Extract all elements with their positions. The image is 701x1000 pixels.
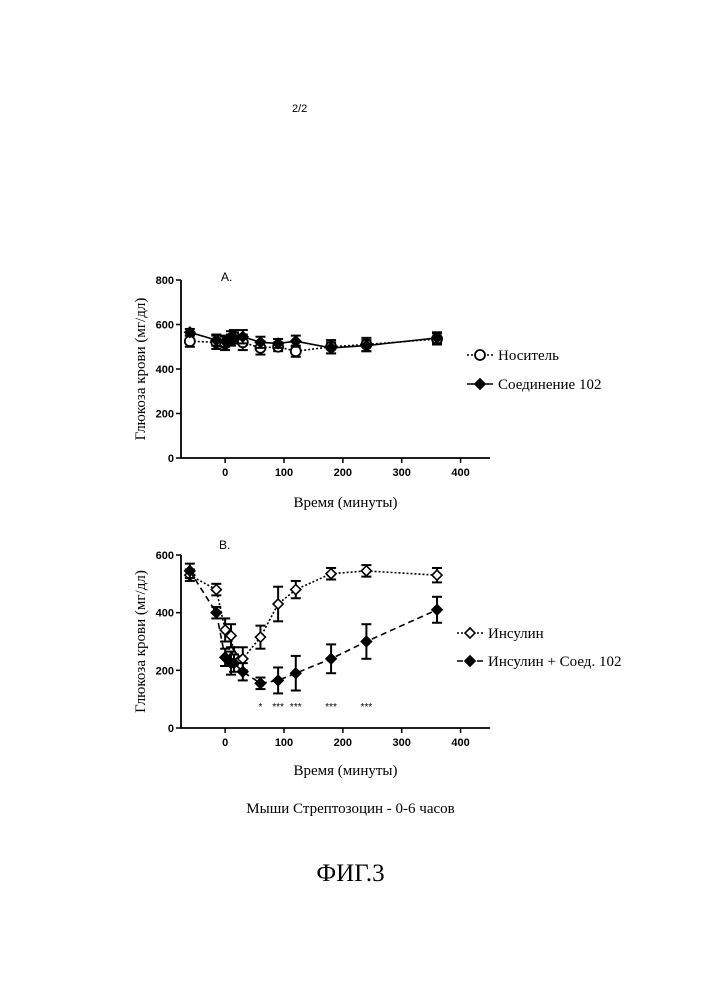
y-tick-label: 600 — [156, 320, 174, 332]
data-point — [360, 635, 373, 648]
data-point — [224, 629, 238, 642]
data-point — [227, 656, 241, 670]
panel-a-chart: 0 200 400 600 800 0 100 200 300 400 A. Глюкоза кров… — [133, 270, 601, 511]
data-point — [289, 334, 302, 348]
x-tick-label: 200 — [334, 737, 352, 749]
legend-marker — [463, 626, 477, 640]
legend-marker — [474, 349, 486, 361]
y-axis-label: Глюкоза крови (мг/дл) — [133, 570, 149, 713]
y-tick-label: 600 — [156, 550, 174, 562]
figure-label: ФИГ.3 — [316, 860, 385, 887]
y-tick-label: 0 — [168, 723, 174, 735]
data-point — [236, 330, 250, 343]
x-axis-label: Время (минуты) — [294, 495, 398, 511]
legend-label: Носитель — [498, 348, 559, 364]
legend-marker — [473, 377, 487, 391]
series-2 — [183, 326, 444, 355]
panel-b-chart: 0 200 400 600 0 100 200 300 400 B. Глюкоза крови (… — [133, 538, 621, 779]
y-tick-label: 200 — [156, 409, 174, 421]
data-point — [289, 667, 302, 680]
legend-label: Инсулин — [488, 626, 544, 642]
data-point — [289, 583, 302, 596]
x-tick-label: 400 — [451, 467, 469, 479]
x-tick-label: 100 — [275, 467, 293, 479]
x-tick-label: 200 — [334, 467, 352, 479]
panel-label: B. — [219, 538, 230, 552]
y-tick-label: 400 — [156, 364, 174, 376]
data-point — [324, 341, 338, 355]
data-point — [271, 337, 285, 350]
y-tick-label: 400 — [156, 608, 174, 620]
legend-label: Соединение 102 — [498, 377, 601, 393]
data-point — [360, 564, 373, 577]
x-tick-label: 300 — [393, 737, 411, 749]
significance-marker: * — [259, 702, 263, 713]
page-number: 2/2 — [292, 103, 308, 115]
data-point — [430, 331, 444, 345]
data-point — [324, 652, 338, 666]
x-tick-label: 0 — [222, 467, 228, 479]
figure-caption: Мыши Стрептозоцин - 0-6 часов — [246, 801, 455, 817]
series-2 — [183, 562, 444, 695]
significance-marker: *** — [290, 702, 302, 713]
series-line — [189, 570, 438, 660]
data-point — [271, 674, 285, 687]
data-point — [183, 564, 197, 578]
significance-marker: *** — [325, 702, 337, 713]
data-point — [324, 567, 338, 580]
data-point — [254, 336, 267, 349]
data-point — [254, 677, 267, 690]
data-point — [430, 569, 444, 582]
x-tick-label: 100 — [275, 737, 293, 749]
x-axis-label: Время (минуты) — [294, 763, 398, 779]
data-point — [271, 597, 285, 611]
y-tick-label: 0 — [168, 453, 174, 465]
legend-marker — [463, 654, 477, 668]
series-1 — [183, 564, 444, 672]
significance-marker: *** — [361, 702, 373, 713]
data-point — [210, 333, 223, 347]
data-point — [219, 623, 232, 637]
data-point — [210, 606, 223, 619]
data-point — [360, 339, 373, 352]
significance-marker: *** — [272, 702, 284, 713]
data-point — [236, 665, 250, 678]
x-tick-label: 400 — [451, 737, 469, 749]
x-tick-label: 300 — [393, 467, 411, 479]
data-point — [430, 603, 444, 616]
x-tick-label: 0 — [222, 737, 228, 749]
y-axis-label: Глюкоза крови (мг/дл) — [133, 298, 149, 441]
legend-label: Инсулин + Соед. 102 — [488, 654, 621, 670]
y-tick-label: 800 — [156, 275, 174, 287]
data-point — [183, 326, 197, 339]
y-tick-label: 200 — [156, 665, 174, 677]
data-point — [254, 631, 267, 644]
data-point — [210, 583, 223, 596]
series-line — [189, 570, 438, 685]
panel-label: A. — [221, 270, 232, 284]
